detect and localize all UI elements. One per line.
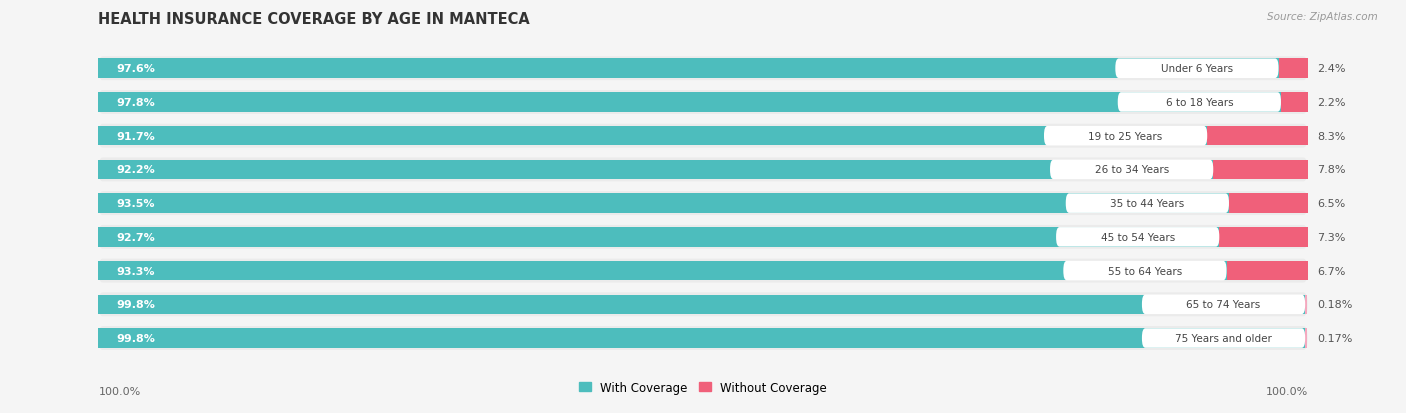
Legend: With Coverage, Without Coverage: With Coverage, Without Coverage bbox=[574, 376, 832, 399]
Bar bbox=[1229, 194, 1308, 214]
Text: 75 Years and older: 75 Years and older bbox=[1175, 333, 1272, 343]
Bar bbox=[98, 228, 1219, 247]
Bar bbox=[1219, 228, 1308, 247]
Text: 0.17%: 0.17% bbox=[1317, 333, 1353, 343]
Bar bbox=[98, 194, 1229, 214]
Bar bbox=[1305, 328, 1308, 348]
Bar bbox=[1213, 160, 1308, 180]
Text: 45 to 54 Years: 45 to 54 Years bbox=[1101, 232, 1175, 242]
FancyBboxPatch shape bbox=[1050, 160, 1213, 180]
FancyBboxPatch shape bbox=[1045, 127, 1208, 146]
Text: 93.5%: 93.5% bbox=[117, 199, 155, 209]
Bar bbox=[98, 295, 1305, 314]
Text: 99.8%: 99.8% bbox=[117, 299, 156, 310]
Text: 97.6%: 97.6% bbox=[117, 64, 156, 74]
Bar bbox=[1281, 93, 1308, 112]
Text: 2.4%: 2.4% bbox=[1317, 64, 1346, 74]
Text: 100.0%: 100.0% bbox=[98, 387, 141, 396]
Text: 8.3%: 8.3% bbox=[1317, 131, 1346, 141]
FancyBboxPatch shape bbox=[98, 225, 1308, 249]
FancyBboxPatch shape bbox=[1066, 194, 1229, 214]
Text: 6 to 18 Years: 6 to 18 Years bbox=[1166, 98, 1233, 108]
Text: Under 6 Years: Under 6 Years bbox=[1161, 64, 1233, 74]
Bar bbox=[98, 328, 1305, 348]
Text: 99.8%: 99.8% bbox=[117, 333, 156, 343]
Text: 26 to 34 Years: 26 to 34 Years bbox=[1094, 165, 1168, 175]
Text: 92.2%: 92.2% bbox=[117, 165, 155, 175]
Bar bbox=[1208, 127, 1308, 146]
Bar bbox=[98, 59, 1278, 79]
FancyBboxPatch shape bbox=[98, 91, 1308, 115]
FancyBboxPatch shape bbox=[1118, 93, 1281, 112]
Bar bbox=[1305, 295, 1308, 314]
FancyBboxPatch shape bbox=[1063, 261, 1226, 281]
FancyBboxPatch shape bbox=[98, 326, 1308, 350]
Text: 7.3%: 7.3% bbox=[1317, 232, 1346, 242]
Text: 97.8%: 97.8% bbox=[117, 98, 155, 108]
Text: 0.18%: 0.18% bbox=[1317, 299, 1353, 310]
Bar bbox=[98, 127, 1208, 146]
Text: 93.3%: 93.3% bbox=[117, 266, 155, 276]
FancyBboxPatch shape bbox=[98, 158, 1308, 182]
FancyBboxPatch shape bbox=[98, 124, 1308, 148]
Text: Source: ZipAtlas.com: Source: ZipAtlas.com bbox=[1267, 12, 1378, 22]
FancyBboxPatch shape bbox=[98, 192, 1308, 216]
FancyBboxPatch shape bbox=[98, 259, 1308, 283]
FancyBboxPatch shape bbox=[98, 293, 1308, 316]
Text: 55 to 64 Years: 55 to 64 Years bbox=[1108, 266, 1182, 276]
FancyBboxPatch shape bbox=[1115, 59, 1278, 79]
Text: 65 to 74 Years: 65 to 74 Years bbox=[1187, 299, 1261, 310]
FancyBboxPatch shape bbox=[1142, 328, 1305, 348]
Bar bbox=[98, 160, 1213, 180]
Bar bbox=[1278, 59, 1308, 79]
Bar bbox=[98, 261, 1226, 281]
FancyBboxPatch shape bbox=[1056, 228, 1219, 247]
Text: 35 to 44 Years: 35 to 44 Years bbox=[1111, 199, 1184, 209]
Text: HEALTH INSURANCE COVERAGE BY AGE IN MANTECA: HEALTH INSURANCE COVERAGE BY AGE IN MANT… bbox=[98, 12, 530, 27]
Text: 19 to 25 Years: 19 to 25 Years bbox=[1088, 131, 1163, 141]
Text: 100.0%: 100.0% bbox=[1265, 387, 1308, 396]
Bar bbox=[1226, 261, 1308, 281]
Text: 6.5%: 6.5% bbox=[1317, 199, 1346, 209]
Text: 2.2%: 2.2% bbox=[1317, 98, 1346, 108]
Bar bbox=[98, 93, 1281, 112]
FancyBboxPatch shape bbox=[1142, 295, 1305, 314]
FancyBboxPatch shape bbox=[98, 57, 1308, 81]
Text: 91.7%: 91.7% bbox=[117, 131, 155, 141]
Text: 6.7%: 6.7% bbox=[1317, 266, 1346, 276]
Text: 92.7%: 92.7% bbox=[117, 232, 155, 242]
Text: 7.8%: 7.8% bbox=[1317, 165, 1346, 175]
